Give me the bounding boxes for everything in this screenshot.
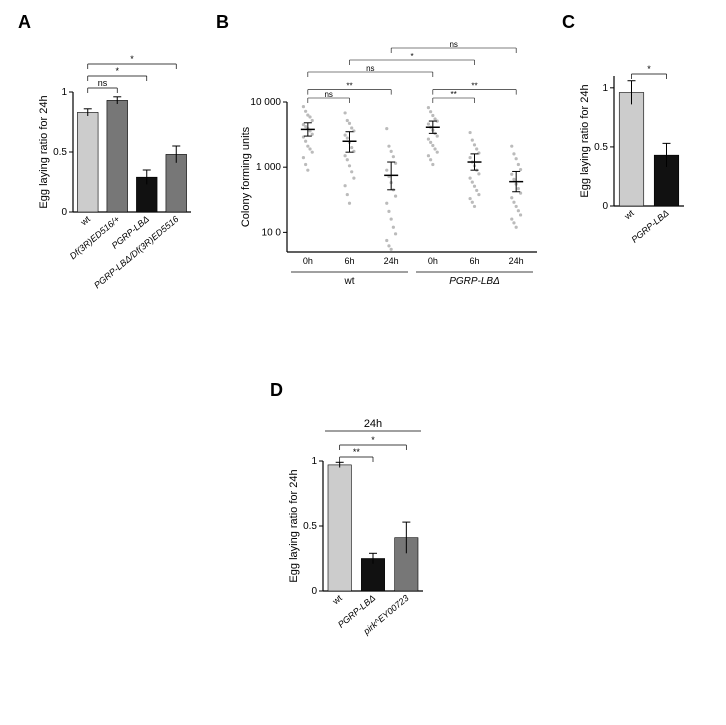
svg-text:PGRP-LBΔ: PGRP-LBΔ [629, 208, 670, 245]
svg-text:Egg laying ratio for 24h: Egg laying ratio for 24h [579, 84, 591, 197]
svg-text:Egg laying ratio for 24h: Egg laying ratio for 24h [288, 469, 300, 582]
svg-text:24h: 24h [509, 256, 524, 266]
chart-C: 0 0.5 1 Egg laying ratio for 24h wtPGRP-LBΔ * [580, 48, 710, 308]
panel-label-C: C [562, 12, 575, 33]
svg-text:**: ** [353, 447, 361, 457]
svg-text:1 000: 1 000 [256, 162, 281, 173]
svg-text:0h: 0h [303, 256, 313, 266]
svg-text:*: * [115, 66, 119, 76]
svg-text:0: 0 [602, 201, 608, 212]
svg-text:24h: 24h [364, 418, 382, 430]
svg-text:wt: wt [330, 593, 344, 607]
svg-text:ns: ns [366, 64, 374, 73]
svg-text:Egg laying ratio for 24h: Egg laying ratio for 24h [38, 95, 50, 208]
svg-text:*: * [410, 52, 413, 61]
svg-text:*: * [371, 435, 375, 445]
svg-text:1: 1 [61, 87, 67, 98]
svg-text:0.5: 0.5 [303, 521, 317, 532]
svg-text:24h: 24h [384, 256, 399, 266]
svg-text:0h: 0h [428, 256, 438, 266]
svg-text:*: * [130, 54, 134, 64]
svg-text:0: 0 [61, 207, 67, 218]
svg-text:**: ** [471, 82, 477, 91]
panel-label-B: B [216, 12, 229, 33]
svg-text:10 0: 10 0 [262, 227, 282, 238]
svg-text:1: 1 [602, 83, 608, 94]
chart-B: 10 0 1 000 10 000 Colony forming units 0h 6h 2… [235, 30, 555, 330]
svg-text:**: ** [451, 90, 457, 99]
svg-text:0: 0 [311, 586, 317, 597]
svg-text:6h: 6h [469, 256, 479, 266]
svg-text:10 000: 10 000 [250, 97, 281, 108]
svg-text:Df(3R)ED516/+: Df(3R)ED516/+ [68, 214, 122, 261]
svg-text:PGRP-LBΔ: PGRP-LBΔ [449, 276, 500, 287]
svg-text:0.5: 0.5 [594, 142, 608, 153]
svg-text:1: 1 [311, 456, 317, 467]
svg-text:0.5: 0.5 [53, 147, 67, 158]
svg-text:wt: wt [78, 214, 92, 228]
svg-text:Colony forming units: Colony forming units [240, 126, 252, 227]
svg-text:ns: ns [98, 78, 108, 88]
panel-label-A: A [18, 12, 31, 33]
svg-text:wt: wt [344, 276, 355, 287]
svg-text:ns: ns [324, 90, 332, 99]
svg-text:6h: 6h [344, 256, 354, 266]
svg-text:*: * [647, 64, 651, 74]
svg-text:**: ** [346, 82, 352, 91]
svg-text:wt: wt [622, 208, 636, 222]
panel-label-D: D [270, 380, 283, 401]
chart-D: 00.51Egg laying ratio for 24hwtPGRP-LBΔp… [285, 405, 455, 695]
chart-A: 0 0.5 1 Egg laying ratio for 24h wtDf(3R)ED5… [35, 48, 205, 328]
svg-text:ns: ns [449, 40, 457, 49]
